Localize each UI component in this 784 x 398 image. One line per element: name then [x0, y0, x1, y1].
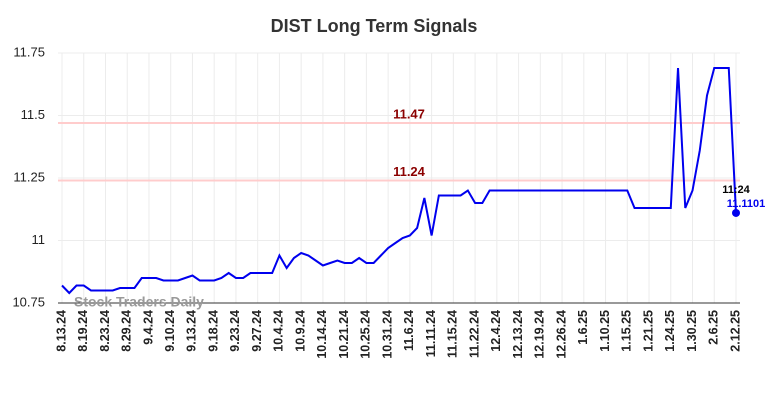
- watermark: Stock Traders Daily: [74, 294, 204, 310]
- x-tick-label: 10.9.24: [293, 310, 307, 352]
- x-tick-label: 10.14.24: [315, 310, 329, 359]
- x-tick-label: 1.21.25: [641, 310, 655, 352]
- last-time: 11:24: [722, 184, 750, 196]
- y-tick-label: 11.25: [13, 169, 45, 184]
- reference-label: 11.47: [393, 106, 425, 121]
- x-tick-label: 1.24.25: [663, 310, 677, 352]
- x-tick-label: 1.10.25: [598, 310, 612, 352]
- x-tick-label: 12.13.24: [511, 310, 525, 359]
- x-tick-label: 12.26.24: [554, 310, 568, 359]
- x-tick-label: 8.29.24: [120, 310, 134, 352]
- x-tick-label: 1.15.25: [620, 310, 634, 352]
- y-tick-label: 11.75: [13, 44, 45, 59]
- x-tick-label: 8.23.24: [98, 310, 112, 352]
- x-tick-label: 12.4.24: [489, 310, 503, 352]
- x-tick-label: 10.4.24: [272, 310, 286, 352]
- x-tick-label: 9.10.24: [163, 310, 177, 352]
- x-tick-label: 10.31.24: [380, 310, 394, 359]
- x-tick-label: 9.18.24: [206, 310, 220, 352]
- x-tick-label: 8.13.24: [54, 310, 68, 352]
- x-tick-label: 11.6.24: [402, 310, 416, 351]
- reference-label: 11.24: [393, 164, 426, 179]
- x-tick-label: 11.15.24: [446, 310, 460, 358]
- x-tick-label: 9.23.24: [228, 310, 242, 352]
- x-tick-label: 2.12.25: [728, 310, 742, 352]
- x-tick-label: 10.21.24: [337, 310, 351, 359]
- y-tick-label: 10.75: [12, 294, 45, 309]
- x-tick-label: 12.19.24: [533, 310, 547, 359]
- x-tick-label: 9.4.24: [141, 310, 155, 345]
- price-line: [61, 67, 737, 295]
- x-tick-label: 2.6.25: [707, 310, 721, 345]
- last-value: 11.1101: [727, 198, 766, 210]
- y-tick-label: 11.5: [21, 107, 45, 122]
- x-tick-label: 11.22.24: [467, 310, 481, 358]
- x-tick-label: 11.11.24: [424, 310, 438, 357]
- x-tick-label: 10.25.24: [359, 310, 373, 359]
- x-tick-label: 9.13.24: [185, 310, 199, 352]
- y-tick-label: 11: [32, 232, 46, 247]
- x-tick-label: 1.30.25: [685, 310, 699, 352]
- x-tick-label: 1.6.25: [576, 310, 590, 345]
- last-point: [732, 208, 740, 217]
- x-tick-label: 9.27.24: [250, 310, 264, 352]
- x-tick-label: 8.19.24: [76, 310, 90, 352]
- chart-title: DIST Long Term Signals: [271, 16, 478, 36]
